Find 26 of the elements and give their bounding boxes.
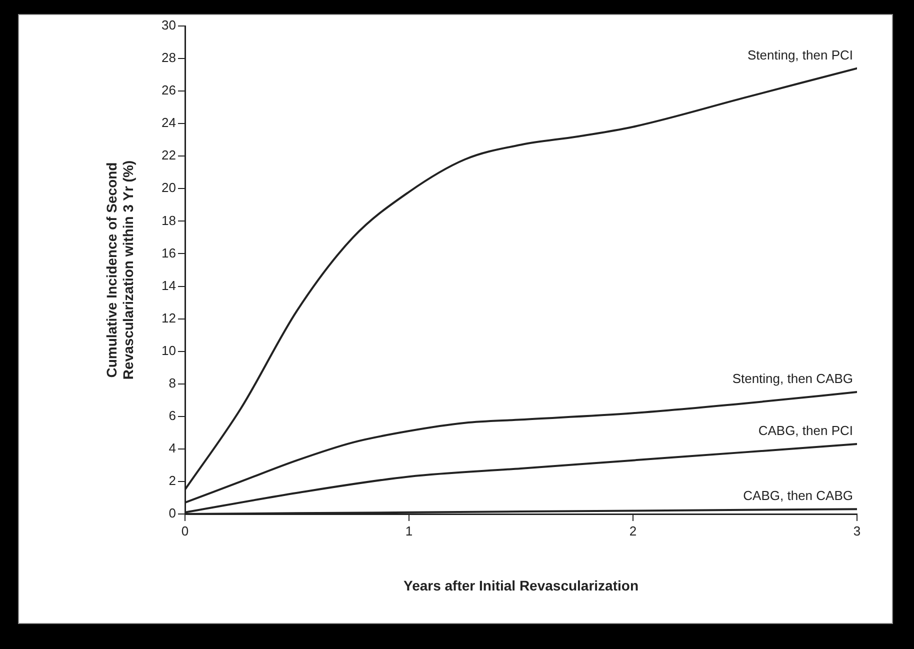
x-tick-label: 3 — [853, 523, 861, 538]
x-tick-label: 0 — [181, 523, 189, 538]
series-label: CABG, then CABG — [743, 488, 853, 504]
y-tick-label: 30 — [162, 18, 176, 33]
y-tick-label: 16 — [162, 245, 176, 260]
y-tick-label: 0 — [168, 506, 176, 521]
y-tick-label: 28 — [162, 50, 176, 66]
y-tick-label: 4 — [168, 440, 176, 456]
series-label: CABG, then PCI — [758, 423, 853, 438]
y-tick-label: 10 — [162, 342, 176, 358]
y-tick-label: 24 — [162, 115, 176, 130]
y-tick-label: 2 — [168, 473, 176, 488]
y-tick-label: 6 — [168, 408, 176, 423]
y-tick-label: 12 — [162, 310, 176, 326]
y-tick-label: 8 — [168, 375, 176, 390]
y-tick-label: 22 — [162, 148, 176, 163]
y-tick-label: 26 — [162, 82, 176, 98]
y-tick-label: 14 — [162, 278, 176, 293]
y-tick-label: 20 — [162, 180, 176, 196]
x-tick-label: 1 — [405, 523, 413, 538]
series-label: Stenting, then PCI — [747, 47, 853, 62]
x-axis-title: Years after Initial Revascularization — [404, 577, 638, 594]
y-tick-label: 18 — [162, 212, 176, 228]
x-tick-label: 2 — [629, 523, 637, 538]
y-axis-title: Cumulative Incidence of Second Revascularization within 3 Yr (%) — [103, 160, 136, 380]
series-label: Stenting, then CABG — [732, 371, 853, 386]
